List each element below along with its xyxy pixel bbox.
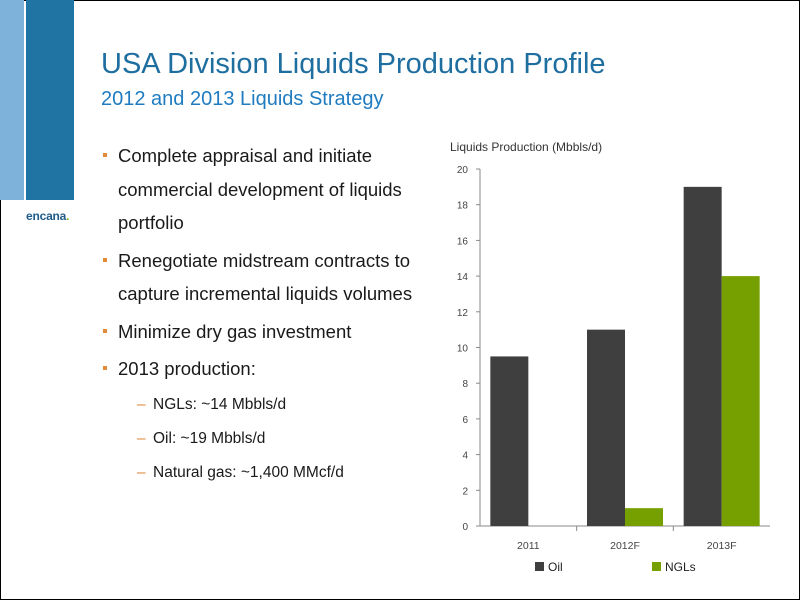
bar-ngls-2012f	[625, 508, 663, 526]
bar-oil-2012f	[587, 329, 625, 526]
x-tick-label: 2013F	[707, 540, 737, 552]
y-tick-label: 0	[462, 522, 468, 533]
bullet-text: Renegotiate midstream contracts to captu…	[118, 249, 413, 305]
slide-title: USA Division Liquids Production Profile	[101, 48, 606, 80]
sub-bullet-item: – NGLs: ~14 Mbbls/d	[100, 394, 430, 416]
bullet-item: Complete appraisal and initiate commerci…	[100, 139, 430, 240]
bullet-item: 2013 production:	[100, 352, 430, 386]
y-tick-label: 6	[462, 415, 468, 426]
sub-bullet-item: – Natural gas: ~1,400 MMcf/d	[100, 462, 430, 484]
sub-bullet-text: NGLs: ~14 Mbbls/d	[153, 395, 287, 413]
production-chart: Liquids Production (Mbbls/d) 0 2 4 6 8 10 12 14…	[440, 135, 790, 585]
bullet-item: Minimize dry gas investment	[100, 315, 430, 349]
plot-area: 0 2 4 6 8 10 12 14 16 18 20 2011 2012F 2013F Oil NGLs	[457, 165, 770, 574]
sub-bullet-list: – NGLs: ~14 Mbbls/d – Oil: ~19 Mbbls/d – Na…	[100, 394, 430, 484]
y-tick-label: 8	[462, 379, 468, 390]
bullet-text: Complete appraisal and initiate commerci…	[118, 145, 402, 233]
decorative-band-light	[0, 0, 24, 200]
bullet-text: 2013 production:	[118, 358, 256, 379]
y-tick-label: 4	[462, 451, 468, 462]
bullet-marker	[103, 153, 107, 157]
logo-dot: .	[66, 209, 70, 223]
bullet-item: Renegotiate midstream contracts to captu…	[100, 244, 430, 311]
legend-label-ngls: NGLs	[665, 560, 696, 574]
chart-svg: Liquids Production (Mbbls/d) 0 2 4 6 8 10 12 14…	[450, 140, 770, 574]
bullet-list: Complete appraisal and initiate commerci…	[100, 139, 430, 496]
sub-bullet-item: – Oil: ~19 Mbbls/d	[100, 428, 430, 450]
slide-subtitle: 2012 and 2013 Liquids Strategy	[101, 88, 384, 110]
y-tick-label: 14	[457, 272, 469, 283]
y-tick-label: 10	[457, 344, 469, 355]
bar-oil-2013f	[683, 186, 722, 526]
bar-oil-2011	[490, 356, 529, 526]
y-tick-label: 18	[457, 201, 469, 212]
sub-bullet-text: Natural gas: ~1,400 MMcf/d	[153, 463, 344, 481]
y-tick-label: 16	[457, 236, 469, 247]
logo-text: encana	[26, 209, 67, 223]
legend-swatch-ngls	[652, 562, 661, 571]
decorative-band-dark	[26, 0, 74, 200]
company-logo: encana.	[26, 209, 70, 223]
y-tick-label: 12	[457, 308, 469, 319]
bullet-marker	[103, 257, 107, 262]
legend-swatch-oil	[535, 562, 544, 571]
legend-label-oil: Oil	[548, 560, 563, 574]
bullet-marker	[103, 328, 107, 333]
sub-bullet-dash: –	[137, 395, 146, 413]
x-tick-label: 2011	[517, 540, 540, 552]
x-tick-label: 2012F	[610, 540, 640, 552]
bullet-text: Minimize dry gas investment	[118, 320, 352, 342]
chart-title: Liquids Production (Mbbls/d)	[450, 140, 602, 154]
bullet-marker	[103, 366, 107, 370]
bar-ngls-2013f	[721, 276, 760, 526]
sub-bullet-dash: –	[137, 429, 146, 447]
sub-bullet-text: Oil: ~19 Mbbls/d	[153, 429, 266, 447]
y-tick-label: 20	[457, 165, 469, 176]
sub-bullet-dash: –	[137, 463, 146, 481]
y-tick-label: 2	[462, 486, 468, 497]
